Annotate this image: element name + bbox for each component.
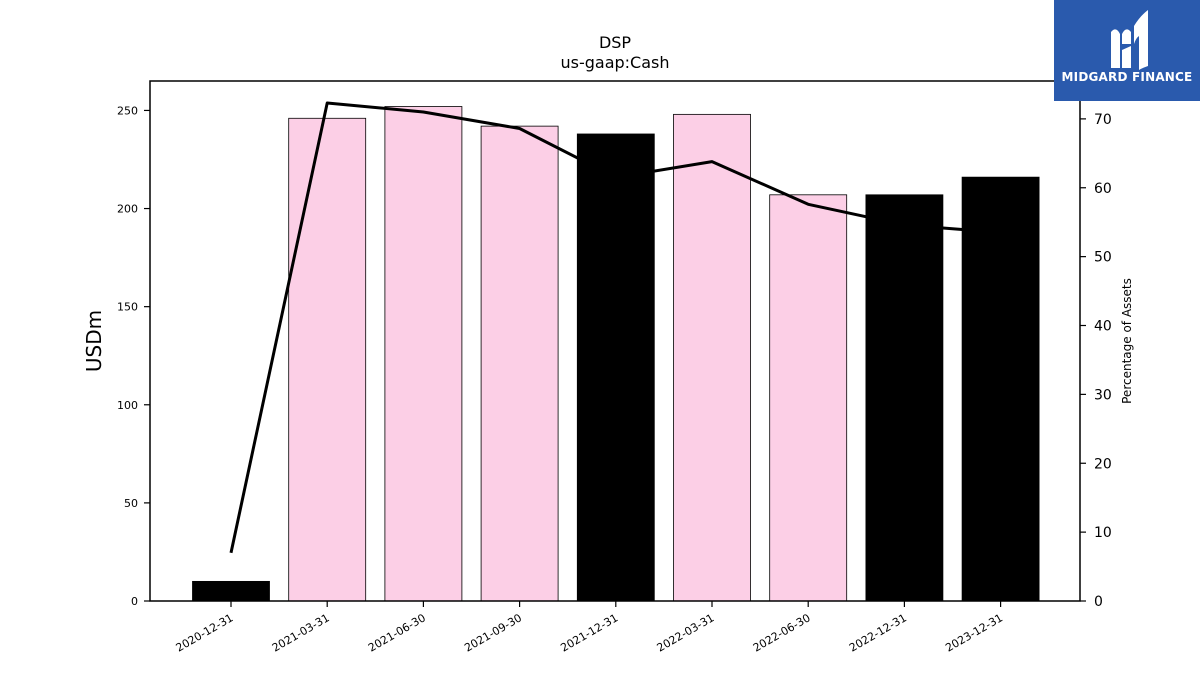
- y2-tick-label: 50: [1094, 250, 1112, 266]
- logo-mark-icon: [1111, 10, 1148, 70]
- y2-tick-label: 30: [1094, 387, 1112, 403]
- x-tick-label: 2022-06-30: [751, 611, 813, 654]
- bar: [288, 117, 367, 602]
- bar: [192, 580, 270, 602]
- logo-text: MIDGARD FINANCE: [1061, 70, 1193, 84]
- y-tick-label: 250: [117, 104, 138, 117]
- x-tick-label: 2022-03-31: [655, 611, 717, 654]
- x-tick-label: 2022-12-31: [847, 611, 909, 654]
- chart-title: DSP: [599, 33, 631, 52]
- x-tick-label: 2020-12-31: [174, 611, 236, 654]
- y2-tick-label: 20: [1094, 456, 1112, 472]
- bar: [480, 125, 559, 602]
- plot-frame: [149, 80, 1081, 602]
- bar: [384, 106, 463, 602]
- y2-tick-label: 70: [1094, 112, 1112, 128]
- y2-axis-label: Percentage of Assets: [1120, 278, 1134, 404]
- x-axis: 2020-12-31 2021-03-31 2021-06-30 2021-09-30…: [174, 601, 1005, 655]
- y2-tick-label: 10: [1094, 525, 1112, 541]
- y-tick-label: 50: [124, 497, 138, 510]
- y-axis-label: USDm: [82, 310, 106, 372]
- left-axis: 0 50 100 150 200 250: [117, 104, 150, 608]
- bar: [961, 176, 1040, 602]
- chart-subtitle: us-gaap:Cash: [560, 53, 669, 72]
- y2-tick-label: 60: [1094, 181, 1112, 197]
- y-tick-label: 0: [131, 595, 138, 608]
- x-tick-label: 2021-09-30: [462, 611, 524, 654]
- bar: [576, 133, 655, 602]
- bar: [769, 194, 848, 602]
- line-series: [229, 101, 1001, 554]
- right-axis: 0 10 20 30 40 50 60 70: [1080, 112, 1112, 610]
- line-path: [229, 101, 1001, 554]
- x-tick-label: 2021-03-31: [270, 611, 332, 654]
- y2-tick-label: 40: [1094, 319, 1112, 335]
- bar: [673, 113, 751, 602]
- x-tick-label: 2021-12-31: [558, 611, 620, 654]
- x-tick-label: 2023-12-31: [943, 611, 1005, 654]
- y-tick-label: 150: [117, 301, 138, 314]
- midgard-finance-logo: MIDGARD FINANCE: [1054, 0, 1200, 101]
- y-tick-label: 100: [117, 399, 138, 412]
- bar: [865, 194, 944, 602]
- bar-series: [192, 106, 1040, 602]
- y-tick-label: 200: [117, 203, 138, 216]
- y2-tick-label: 0: [1094, 594, 1103, 610]
- x-tick-label: 2021-06-30: [366, 611, 428, 654]
